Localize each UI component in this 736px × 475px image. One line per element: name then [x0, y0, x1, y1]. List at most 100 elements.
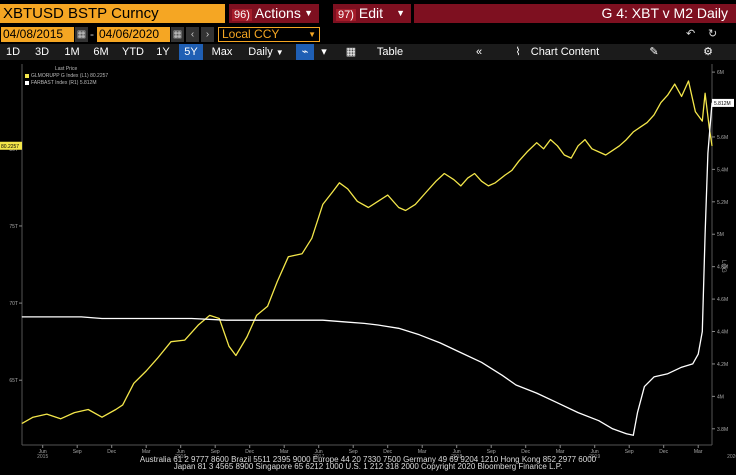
data-point-yellow — [504, 174, 506, 176]
data-point-yellow — [347, 188, 349, 190]
next-period-icon[interactable]: › — [201, 27, 214, 42]
range-ytd[interactable]: YTD — [122, 46, 144, 58]
data-point-yellow — [639, 126, 641, 128]
data-point-white — [225, 319, 227, 321]
range-1d[interactable]: 1D — [5, 46, 21, 58]
data-point-white — [398, 327, 400, 329]
data-point-white — [21, 316, 23, 318]
data-point-white — [260, 319, 262, 321]
chart-content-button[interactable]: Chart Content — [530, 46, 600, 58]
data-point-yellow — [228, 345, 230, 347]
x-tick-label: Mar — [418, 449, 427, 455]
data-point-white — [644, 386, 645, 387]
data-point-yellow — [704, 92, 706, 94]
toolbar: 1D 3D 1M 6M YTD 1Y 5Y Max Daily ▼ ⌁ ▾ ▦ … — [0, 44, 736, 60]
data-point-white — [122, 318, 124, 319]
right-last-value-box — [712, 98, 734, 107]
x-tick-label: Mar — [280, 449, 289, 455]
line-chart-icon[interactable]: ⌁ — [296, 44, 314, 60]
x-year-label: 2019 — [589, 454, 600, 460]
edit-menu[interactable]: 97) Edit ▼ — [333, 4, 411, 23]
legend: Last Price GLMORUPP G Index (L1) 80.2257… — [25, 66, 108, 87]
chart-content-icon[interactable]: ⌇ — [515, 46, 521, 58]
range-max[interactable]: Max — [211, 46, 233, 58]
range-3d[interactable]: 3D — [34, 46, 50, 58]
table-icon[interactable]: ▦ — [345, 46, 357, 58]
end-date-field[interactable]: 04/06/2020 — [97, 27, 170, 42]
data-point-yellow — [287, 256, 289, 258]
data-point-white — [701, 331, 703, 332]
undo-icon[interactable]: ↶ — [686, 28, 696, 40]
right-tick-label: 4.8M — [717, 265, 728, 271]
data-point-yellow — [74, 412, 75, 413]
start-date-field[interactable]: 04/08/2015 — [1, 27, 74, 42]
table-button[interactable]: Table — [376, 46, 404, 58]
range-1y[interactable]: 1Y — [156, 46, 170, 58]
collapse-icon[interactable]: « — [475, 46, 483, 58]
currency-label: Local CCY — [222, 27, 280, 41]
chart-title: G 4: XBT v M2 Daily — [414, 4, 736, 23]
end-calendar-icon[interactable]: ▦ — [171, 27, 184, 42]
data-point-yellow — [276, 281, 278, 282]
data-point-white — [481, 361, 482, 363]
settings-icon[interactable]: ⚙ — [703, 46, 713, 58]
data-point-yellow — [550, 139, 551, 140]
frequency-select[interactable]: Daily ▼ — [242, 44, 290, 60]
data-point-yellow — [563, 154, 565, 156]
legend-title: Last Price — [55, 66, 78, 72]
data-point-white — [460, 352, 462, 353]
data-point-white — [653, 376, 655, 378]
data-point-white — [439, 342, 441, 344]
frequency-label: Daily — [248, 46, 273, 58]
data-point-yellow — [577, 145, 579, 147]
x-tick-label: Sep — [349, 449, 358, 455]
chart-type-dropdown-icon[interactable]: ▾ — [321, 46, 327, 58]
data-point-white — [557, 402, 558, 404]
range-6m[interactable]: 6M — [93, 46, 109, 58]
data-point-white — [637, 412, 638, 413]
currency-dropdown-icon: ▼ — [308, 30, 316, 39]
data-point-white — [191, 318, 193, 319]
data-point-white — [515, 384, 517, 386]
chart-area: 65T 70T 75T 80T 3.8M 4M 4.2M 4.4M 4.6M 4.8M 5M 5.2M… — [0, 60, 736, 470]
left-tick-label: 65T — [9, 378, 18, 384]
ticker-field[interactable]: XBTUSD BSTP Curncy — [0, 4, 225, 23]
left-tick-label: 70T — [9, 301, 18, 307]
data-point-white — [632, 434, 634, 436]
right-tick-label: 5.6M — [717, 135, 728, 141]
right-last-value-label: 5.812M — [714, 101, 731, 107]
left-tick-label: 80T — [9, 147, 18, 153]
actions-menu[interactable]: 96) Actions ▼ — [229, 4, 319, 23]
data-point-yellow — [435, 180, 437, 182]
refresh-icon[interactable]: ↻ — [708, 28, 718, 40]
x-tick-label: Sep — [73, 449, 82, 455]
data-point-yellow — [488, 185, 489, 187]
currency-select[interactable]: Local CCY ▼ — [218, 27, 320, 42]
x-tick-label: Sep — [211, 449, 220, 455]
data-point-white — [697, 353, 699, 355]
start-calendar-icon[interactable]: ▦ — [75, 27, 88, 42]
data-point-white — [363, 323, 365, 324]
data-point-white — [156, 318, 158, 319]
range-5y[interactable]: 5Y — [179, 44, 203, 60]
data-point-yellow — [543, 148, 544, 150]
data-point-yellow — [660, 102, 662, 103]
prev-period-icon[interactable]: ‹ — [186, 27, 199, 42]
range-1m[interactable]: 1M — [64, 46, 80, 58]
x-tick-label: Jun — [453, 449, 461, 455]
data-point-yellow — [301, 253, 303, 255]
data-point-yellow — [467, 177, 469, 179]
data-point-yellow — [322, 204, 324, 205]
frequency-dropdown-icon: ▼ — [275, 48, 284, 57]
legend-swatch-white — [25, 80, 29, 85]
data-point-yellow — [133, 382, 135, 384]
x-tick-label: Dec — [383, 449, 392, 455]
x-year-label: 2015 — [37, 454, 48, 460]
legend-item-white: FARBAST Index (R1) 5.812M — [25, 80, 108, 87]
legend-label-white: FARBAST Index (R1) 5.812M — [31, 80, 97, 86]
data-point-white — [577, 412, 579, 413]
data-point-yellow — [695, 111, 696, 113]
data-point-yellow — [453, 179, 455, 181]
pencil-icon[interactable]: ✎ — [649, 46, 659, 58]
data-point-yellow — [267, 305, 268, 307]
